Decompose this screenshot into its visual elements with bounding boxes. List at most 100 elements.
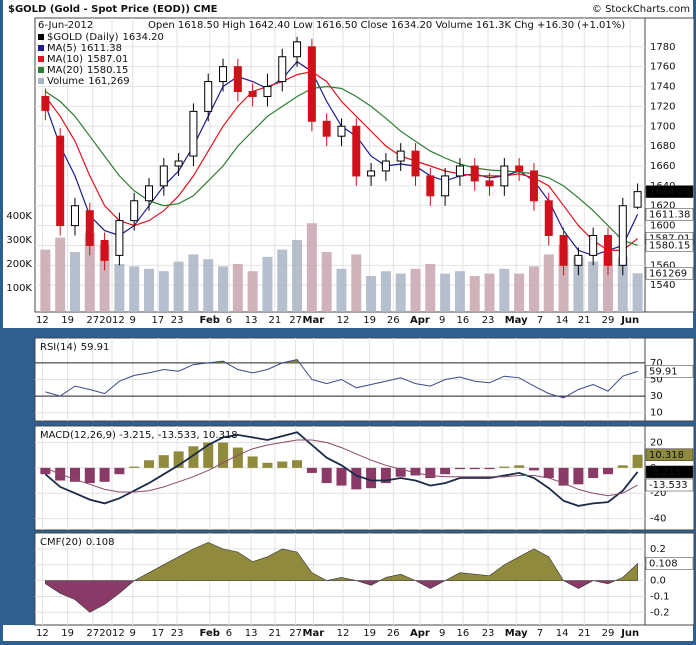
histogram-bar [602, 467, 613, 475]
candle-body [396, 150, 405, 162]
legend-value: 1587.01 [87, 54, 128, 65]
candle-body [204, 81, 213, 112]
x-tick-label: 9 [130, 315, 136, 326]
header-bg [3, 0, 693, 18]
value-box [645, 478, 694, 492]
histogram-bar [321, 467, 332, 484]
chart-date: 6-Jun-2012 [38, 20, 93, 31]
y2-tick-label: 100K [6, 283, 32, 294]
volume-bar [380, 271, 391, 312]
volume-bar [262, 256, 273, 312]
legend-marker [38, 67, 44, 73]
chart-title: $GOLD (Gold - Spot Price (EOD)) CME [8, 4, 218, 15]
value-box-label: 1587.01 [649, 233, 690, 244]
volume-bar [602, 252, 613, 312]
x-tick-label: 6 [226, 628, 232, 639]
histogram-bar [514, 465, 525, 468]
histogram-bar [40, 467, 51, 475]
volume-bar [351, 254, 362, 312]
x-tick-label: 27 [289, 315, 302, 326]
volume-bar [321, 252, 332, 312]
x-tick-label: 19 [363, 628, 376, 639]
x-tick-label: Mar [303, 628, 325, 639]
value-box-label: 59.91 [649, 366, 678, 377]
x-label-strip [3, 625, 693, 641]
candle-body [337, 125, 346, 137]
x-tick-label: Mar [303, 315, 325, 326]
y-tick-label: -0.2 [650, 607, 670, 618]
left-margin [3, 18, 35, 312]
volume-bar [573, 256, 584, 312]
histogram-bar [277, 461, 288, 468]
volume-bar [55, 237, 66, 312]
x-tick-label: 2012 [99, 628, 124, 639]
x-tick-label: 16 [457, 628, 470, 639]
panel-title: MACD(12,26,9) -3.215, -13.533, 10.318 [40, 430, 238, 441]
volume-bar [292, 240, 303, 312]
histogram-bar [588, 467, 599, 478]
histogram-bar [366, 467, 377, 489]
value-box-label: 1580.15 [649, 240, 690, 251]
x-tick-label: 7 [537, 315, 543, 326]
panel-value: 0.108 [86, 537, 115, 548]
candle-body [603, 235, 612, 266]
volume-bar [158, 271, 169, 312]
candle-body [100, 239, 109, 261]
value-box-label: 161269 [649, 268, 687, 279]
panel-title: RSI(14) 59.91 [40, 342, 109, 353]
candle-body [307, 46, 316, 122]
candle-body [589, 235, 598, 256]
legend-label: $GOLD (Daily) 1634.20 [47, 32, 164, 43]
x-tick-label: 23 [171, 315, 184, 326]
x-tick-label: Feb [200, 628, 220, 639]
candle-body [411, 150, 420, 177]
histogram-bar [292, 460, 303, 468]
value-box [645, 557, 694, 570]
y-tick-label: -40 [650, 514, 666, 525]
rsi-line [45, 359, 638, 399]
x-tick-label: 23 [482, 628, 495, 639]
histogram-bar [454, 467, 465, 470]
legend-marker [38, 34, 44, 40]
x-tick-label: 12 [36, 315, 49, 326]
histogram-bar [395, 467, 406, 477]
y-tick-label: -20 [650, 488, 666, 499]
x-tick-label: 21 [268, 315, 281, 326]
legend-marker [38, 78, 44, 84]
candle-body [485, 180, 494, 187]
candle-body [233, 66, 242, 93]
histogram-bar [99, 467, 110, 482]
volume-bar [440, 273, 451, 312]
volume-bar [617, 256, 628, 312]
candle-body [529, 170, 538, 202]
x-tick-label: 21 [578, 628, 591, 639]
candle-body [41, 95, 50, 111]
x-tick-label: 27 [86, 628, 99, 639]
candle-body [500, 165, 509, 187]
x-tick-label: 13 [245, 315, 258, 326]
axis-strip [644, 17, 695, 313]
y-tick-label: 1560 [650, 260, 675, 271]
histogram-bar [351, 467, 362, 490]
candle-body [618, 205, 627, 266]
x-tick-label: 7 [537, 628, 543, 639]
legend-name: MA(20) [47, 65, 83, 76]
x-tick-label: 19 [61, 628, 74, 639]
candle-body [633, 191, 642, 208]
x-tick-label: Jun [620, 315, 639, 326]
ma-line [44, 70, 638, 251]
y-tick-label: 1540 [650, 280, 675, 291]
value-box [645, 448, 694, 462]
x-tick-label: May [505, 315, 528, 326]
value-box [645, 185, 694, 198]
legend-name: Volume [47, 76, 84, 87]
x-tick-label: May [505, 628, 528, 639]
x-tick-label: 13 [245, 628, 258, 639]
volume-bar [484, 273, 495, 312]
legend-value: 1580.15 [87, 65, 128, 76]
candle-body [441, 175, 450, 197]
histogram-bar [306, 467, 317, 473]
volume-bar [69, 252, 80, 312]
legend-value: 1634.20 [123, 32, 164, 43]
histogram-bar [440, 467, 451, 475]
